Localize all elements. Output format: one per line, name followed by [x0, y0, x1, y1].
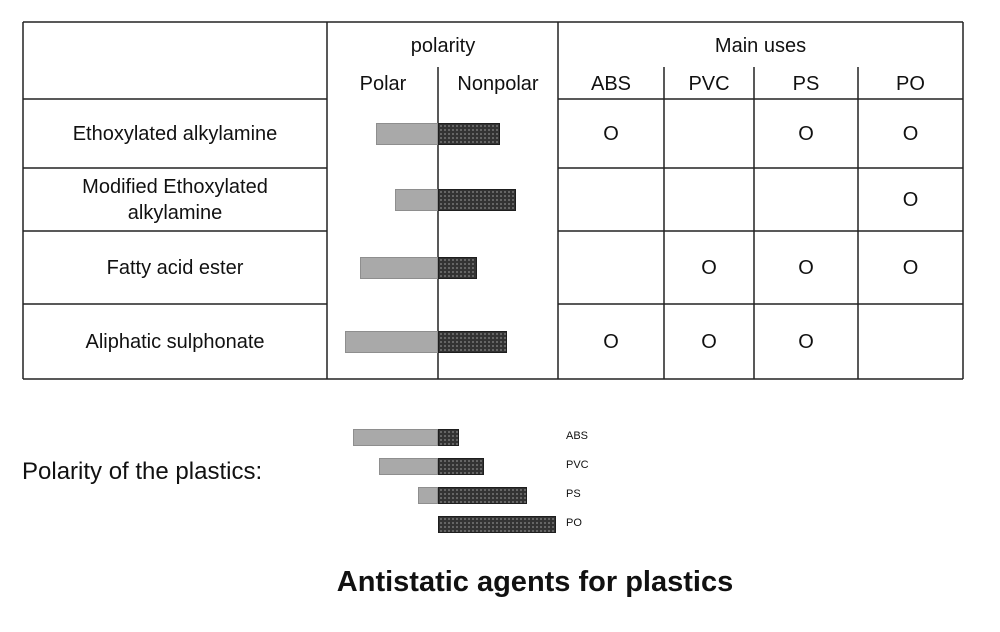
use-mark: [558, 231, 664, 304]
plastic-name-label: PVC: [566, 459, 589, 471]
plastic-nonpolar-bar: [438, 429, 459, 446]
use-mark: [558, 168, 664, 231]
use-mark: O: [902, 188, 919, 211]
use-column-header: PO: [896, 73, 925, 95]
use-mark: [664, 168, 754, 231]
use-mark: O: [902, 256, 919, 279]
polar-bar: [376, 122, 438, 145]
polarity-header: polarity: [410, 35, 476, 57]
plastics-polarity-label: Polarity of the plastics:: [22, 458, 263, 485]
plastic-nonpolar-bar: [438, 516, 556, 533]
use-mark: [754, 168, 858, 231]
use-mark: O: [701, 330, 717, 353]
plastic-polar-bar: [418, 487, 438, 504]
main-uses-header: Main uses: [714, 35, 807, 57]
use-column-header: PVC: [688, 73, 730, 95]
nonpolar-bar: [438, 188, 516, 211]
polar-bar: [360, 256, 438, 279]
use-mark: O: [603, 330, 619, 353]
plastic-name-label: ABS: [566, 430, 589, 442]
nonpolar-bar: [438, 330, 507, 353]
nonpolar-bar: [438, 122, 500, 145]
use-mark: O: [902, 122, 919, 145]
row-label: Ethoxylated alkylamine: [72, 122, 278, 145]
use-column-header: ABS: [590, 73, 632, 95]
plastic-polar-bar: [379, 458, 438, 475]
use-mark: O: [798, 256, 814, 279]
use-mark: O: [701, 256, 717, 279]
plastic-nonpolar-bar: [438, 458, 484, 475]
diagram-caption: Antistatic agents for plastics: [336, 566, 734, 598]
use-mark: [664, 99, 754, 168]
polar-bar: [395, 188, 438, 211]
use-mark: O: [798, 330, 814, 353]
plastic-name-label: PO: [566, 517, 582, 529]
use-mark: O: [603, 122, 619, 145]
use-column-header: PS: [792, 73, 820, 95]
row-label: Fatty acid ester: [106, 256, 244, 279]
row-label: Aliphatic sulphonate: [85, 330, 265, 353]
plastic-polar-bar: [353, 429, 438, 446]
row-label: Modified Ethoxylated alkylamine: [82, 175, 268, 224]
use-mark: O: [798, 122, 814, 145]
polar-bar: [345, 330, 438, 353]
nonpolar-column-header: Nonpolar: [457, 73, 539, 95]
plastic-name-label: PS: [566, 488, 581, 500]
nonpolar-bar: [438, 256, 477, 279]
plastic-nonpolar-bar: [438, 487, 527, 504]
polar-column-header: Polar: [359, 73, 407, 95]
use-mark: [858, 304, 963, 379]
